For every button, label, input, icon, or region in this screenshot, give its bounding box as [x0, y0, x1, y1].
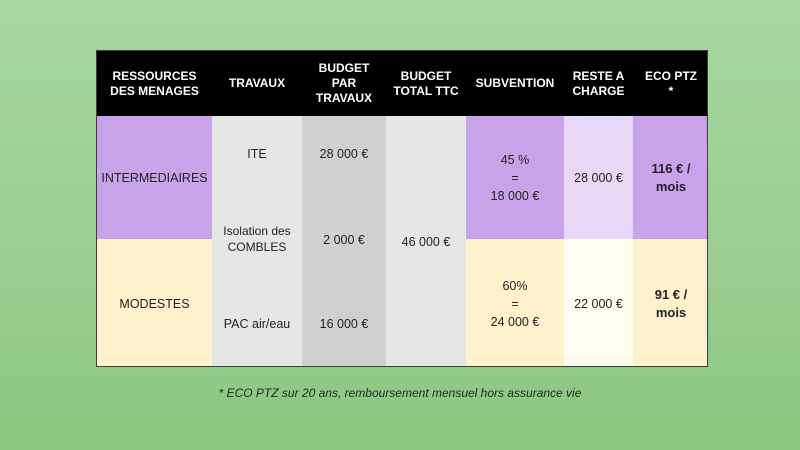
- header-budget-par-travaux: BUDGET PAR TRAVAUX: [315, 61, 373, 105]
- subvention-intermediaires: 45 % = 18 000 €: [466, 116, 564, 239]
- eco-ptz-modestes: 91 € / mois: [633, 239, 707, 366]
- budget-par-travaux-column: [302, 116, 386, 366]
- header-travaux: TRAVAUX: [228, 76, 286, 90]
- ressources-modestes: MODESTES: [97, 239, 212, 366]
- table-header: RESSOURCES DES MENAGES TRAVAUX BUDGET PA…: [97, 51, 707, 116]
- travaux-pac: PAC air/eau: [223, 317, 291, 331]
- header-budget-total: BUDGET TOTAL TTC: [393, 68, 459, 98]
- budget-ite: 28 000 €: [319, 147, 369, 161]
- header-reste-a-charge: RESTE A CHARGE: [572, 68, 625, 98]
- header-ressources: RESSOURCES DES MENAGES: [110, 68, 199, 98]
- header-subvention: SUBVENTION: [475, 76, 555, 90]
- travaux-column: [212, 116, 302, 366]
- reste-intermediaires: 28 000 €: [564, 116, 633, 239]
- budget-total: 46 000 €: [386, 116, 466, 366]
- footnote: * ECO PTZ sur 20 ans, remboursement mens…: [218, 386, 582, 400]
- subvention-modestes: 60% = 24 000 €: [466, 239, 564, 366]
- reste-modestes: 22 000 €: [564, 239, 633, 366]
- budget-isolation: 2 000 €: [323, 233, 365, 247]
- header-eco-ptz: ECO PTZ *: [644, 68, 697, 98]
- financing-table: RESSOURCES DES MENAGES TRAVAUX BUDGET PA…: [96, 50, 708, 367]
- travaux-isolation-combles: Isolation des COMBLES: [223, 224, 291, 254]
- eco-ptz-intermediaires: 116 € / mois: [633, 116, 707, 239]
- ressources-intermediaires: INTERMEDIAIRES: [97, 116, 212, 239]
- budget-pac: 16 000 €: [319, 317, 369, 331]
- travaux-ite: ITE: [247, 147, 267, 161]
